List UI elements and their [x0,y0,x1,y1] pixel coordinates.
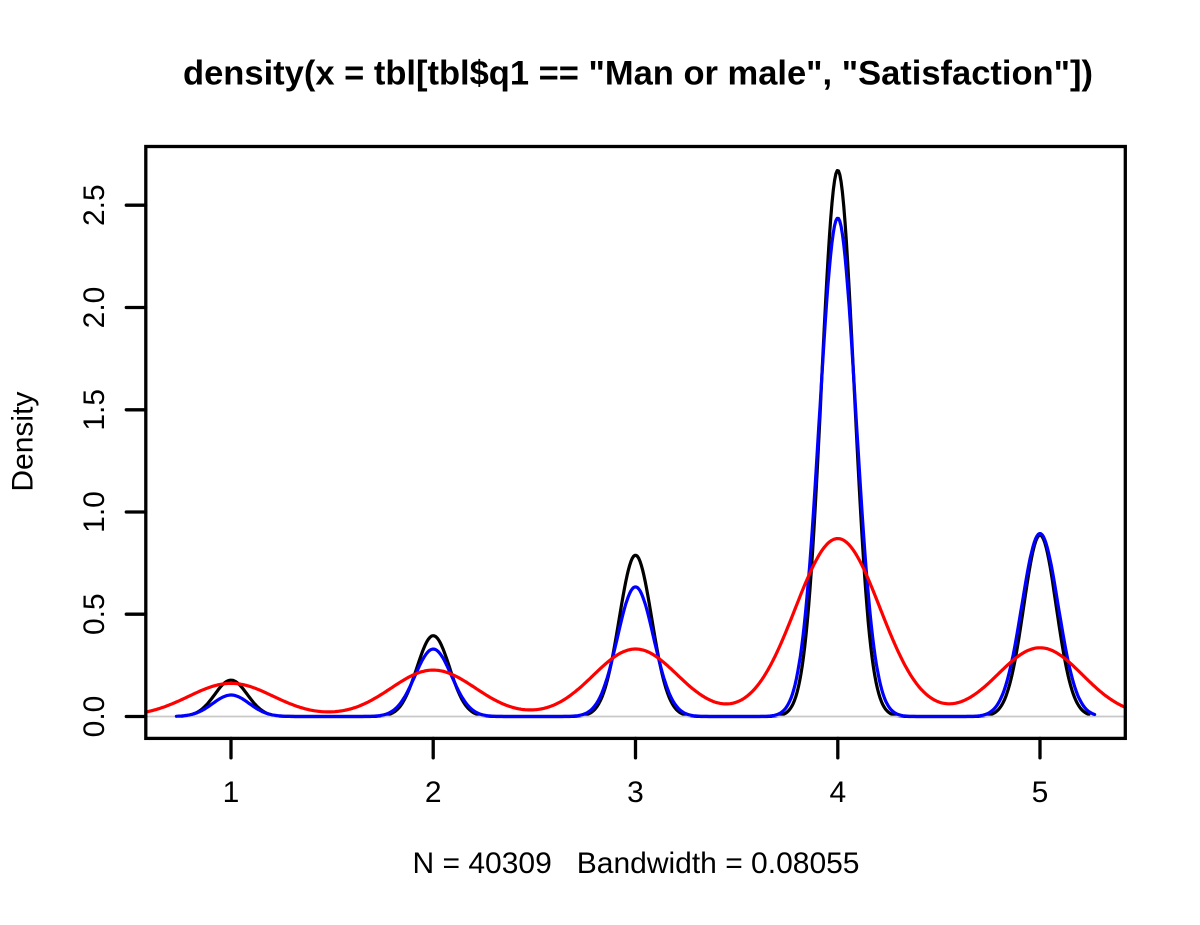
svg-text:5: 5 [1032,776,1049,809]
svg-text:density(x = tbl[tbl$q1 == "Man: density(x = tbl[tbl$q1 == "Man or male",… [183,55,1093,93]
svg-text:3: 3 [627,776,644,809]
svg-text:1.0: 1.0 [78,491,111,533]
svg-text:Density: Density [7,392,40,492]
svg-text:2.0: 2.0 [78,287,111,329]
svg-text:2.5: 2.5 [78,184,111,226]
svg-text:1.5: 1.5 [78,389,111,431]
svg-text:2: 2 [425,776,442,809]
svg-text:4: 4 [829,776,846,809]
svg-text:0.5: 0.5 [78,593,111,635]
svg-text:0.0: 0.0 [78,696,111,738]
svg-text:N = 40309 Bandwidth = 0.0805: N = 40309 Bandwidth = 0.08055 [412,847,859,880]
svg-text:1: 1 [223,776,240,809]
